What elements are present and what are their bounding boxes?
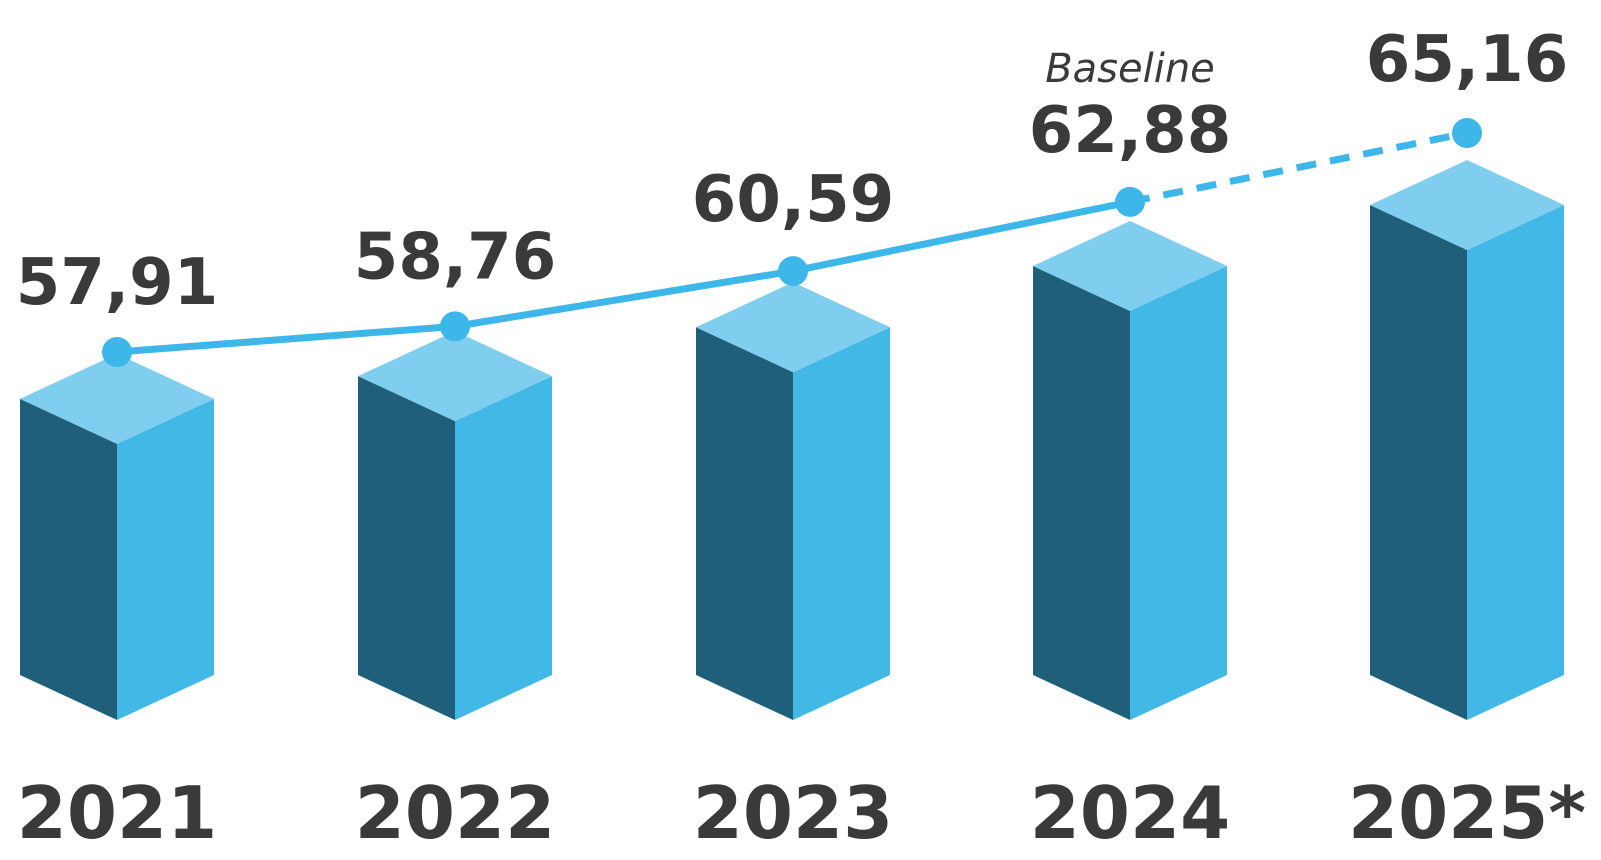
bar-left-face — [1370, 205, 1467, 720]
data-point — [778, 256, 808, 287]
bar-left-face — [20, 398, 117, 720]
bar-right-face — [1130, 265, 1227, 720]
trend-line-group — [102, 118, 1482, 368]
annotation-label: Baseline — [1045, 46, 1215, 92]
bar-left-face — [1033, 265, 1130, 720]
x-tick-label: 2022 — [355, 771, 555, 855]
x-tick-label: 2021 — [17, 771, 217, 855]
bar-right-face — [1467, 205, 1564, 720]
bar-top-face — [20, 353, 214, 444]
trend-line-segment — [792, 198, 1131, 275]
x-tick-label: 2023 — [693, 771, 893, 855]
bar-right-face — [455, 376, 552, 720]
data-label: 57,91 — [16, 246, 218, 320]
data-point — [1115, 186, 1145, 217]
trend-line-segment — [454, 267, 794, 330]
bar-right-face — [117, 398, 214, 720]
x-tick-label: 2025* — [1348, 771, 1586, 855]
x-tick-label: 2024 — [1030, 771, 1230, 855]
data-point — [440, 311, 470, 342]
data-label: 60,59 — [692, 163, 894, 237]
trend-line-dashed-segment — [1129, 129, 1468, 206]
bar-top-face — [1033, 220, 1227, 311]
trend-line-segment — [116, 322, 456, 356]
data-point — [1452, 118, 1482, 148]
data-label: 58,76 — [354, 220, 556, 294]
bar-top-face — [1370, 160, 1564, 250]
bar-right-face — [793, 327, 890, 720]
bars-group — [20, 160, 1564, 720]
bar-top-face — [358, 331, 552, 422]
labels-group: 57,91 58,76 60,59 62,88 65,16 Baseline 2021 202… — [16, 23, 1586, 855]
bar-left-face — [358, 376, 455, 720]
data-label: 65,16 — [1366, 23, 1568, 97]
bar-left-face — [696, 327, 793, 720]
bar-top-face — [696, 282, 890, 373]
data-label: 62,88 — [1029, 94, 1231, 168]
data-point — [102, 337, 132, 368]
